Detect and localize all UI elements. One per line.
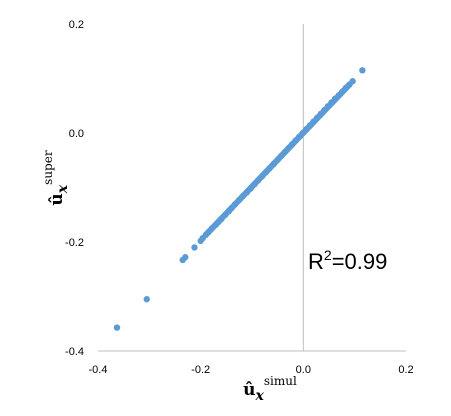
- x-axis-title-main: û: [243, 380, 255, 400]
- data-point: [359, 67, 366, 74]
- r-squared-annotation: R2=0.99: [308, 247, 387, 274]
- x-tick-label: -0.2: [191, 364, 210, 376]
- data-points: [113, 67, 366, 331]
- x-tick-label: 0.0: [296, 364, 311, 376]
- y-axis-title: ûxsuper: [41, 150, 71, 205]
- x-axis-title-sub: x: [255, 388, 265, 404]
- y-axis-title-sup: super: [41, 150, 55, 185]
- x-axis-title-sup: simul: [264, 374, 297, 388]
- data-point: [182, 254, 189, 261]
- y-tick-label: -0.4: [65, 346, 84, 358]
- data-point: [143, 296, 150, 303]
- x-axis-title: ûxsimul: [243, 374, 297, 404]
- data-point: [239, 193, 246, 200]
- data-point: [247, 185, 254, 192]
- data-point: [270, 160, 277, 168]
- tick-labels: 0.2 0.0 -0.2 -0.4 -0.4 -0.2 0.0 0.2: [65, 19, 414, 376]
- data-point: [208, 225, 216, 232]
- data-point: [349, 78, 356, 85]
- y-axis-title-sub: x: [55, 184, 71, 194]
- data-point: [218, 215, 225, 223]
- x-tick-label: -0.4: [89, 364, 108, 376]
- y-tick-label: 0.0: [69, 128, 84, 140]
- x-tick-label: 0.2: [398, 364, 413, 376]
- data-point: [113, 324, 121, 331]
- r-squared-value: =0.99: [332, 249, 388, 274]
- y-axis-title-main: û: [47, 193, 67, 205]
- r-squared-prefix: R: [308, 249, 324, 274]
- data-point: [266, 165, 273, 172]
- svg-text:ûxsimul: ûxsimul: [243, 374, 297, 404]
- y-tick-label: -0.2: [65, 237, 84, 249]
- axes-layer: [98, 24, 406, 352]
- y-tick-label: 0.2: [69, 19, 84, 31]
- data-point: [191, 244, 198, 251]
- r-squared-sup: 2: [324, 247, 332, 263]
- data-point: [231, 201, 239, 208]
- svg-text:ûxsuper: ûxsuper: [41, 150, 71, 205]
- data-point: [254, 177, 262, 184]
